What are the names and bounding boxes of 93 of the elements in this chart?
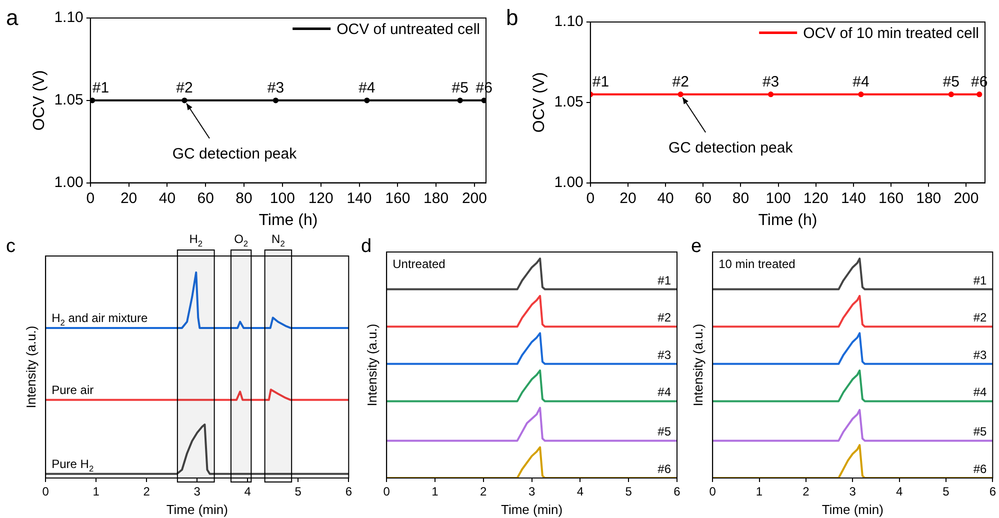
y-axis-title: Intensity (a.u.) bbox=[690, 324, 706, 406]
annotation: #5 bbox=[452, 79, 468, 96]
y-axis-title: OCV (V) bbox=[531, 72, 548, 133]
y-tick-label: 1.05 bbox=[554, 94, 584, 111]
y-axis-title: OCV (V) bbox=[31, 70, 48, 131]
x-tick-label: 200 bbox=[462, 190, 487, 207]
x-tick-label: 0 bbox=[709, 484, 716, 499]
x-tick-label: 120 bbox=[803, 190, 828, 207]
annotation: GC detection peak bbox=[668, 139, 794, 156]
series-label: #4 bbox=[658, 385, 672, 400]
y-axis-title: Intensity (a.u.) bbox=[364, 324, 380, 406]
x-tick-label: 160 bbox=[385, 190, 410, 207]
x-tick-label: 160 bbox=[878, 190, 904, 207]
x-tick-label: 2 bbox=[802, 484, 810, 499]
x-tick-label: 20 bbox=[620, 190, 636, 207]
x-axis-title: Time (h) bbox=[758, 212, 818, 229]
annotation: Untreated bbox=[392, 257, 446, 271]
legend-label: OCV of untreated cell bbox=[336, 21, 480, 38]
series-label: #6 bbox=[973, 462, 987, 476]
x-tick-label: 5 bbox=[942, 484, 950, 499]
x-tick-label: 6 bbox=[989, 484, 996, 499]
y-tick-label: 1.00 bbox=[54, 174, 84, 191]
annotation: #3 bbox=[267, 79, 284, 96]
series-label: #3 bbox=[973, 348, 987, 362]
x-tick-label: 4 bbox=[244, 484, 252, 499]
chart-title: d bbox=[361, 236, 372, 257]
x-tick-label: 120 bbox=[308, 190, 334, 207]
x-axis-title: Time (min) bbox=[500, 502, 563, 517]
x-tick-label: 1 bbox=[92, 484, 100, 499]
annotation: GC detection peak bbox=[172, 145, 298, 162]
chart-title: b bbox=[506, 5, 518, 30]
series-label: #5 bbox=[973, 424, 987, 439]
x-tick-label: 1 bbox=[432, 484, 439, 499]
x-tick-label: 140 bbox=[346, 190, 372, 207]
y-tick-label: 1.10 bbox=[554, 13, 584, 30]
series-label: #2 bbox=[973, 310, 987, 325]
series-label: #4 bbox=[973, 385, 987, 400]
annotation: #3 bbox=[762, 73, 780, 90]
x-tick-label: 2 bbox=[480, 484, 488, 499]
x-tick-label: 180 bbox=[916, 190, 942, 207]
x-tick-label: 180 bbox=[424, 190, 449, 207]
annotation: #4 bbox=[358, 79, 376, 96]
legend-label: OCV of 10 min treated cell bbox=[803, 25, 980, 42]
x-axis-title: Time (min) bbox=[822, 502, 884, 517]
y-tick-label: 1.05 bbox=[54, 92, 84, 109]
annotation: #4 bbox=[852, 73, 870, 90]
series-label: #1 bbox=[973, 273, 987, 288]
series-label: #3 bbox=[658, 348, 672, 362]
x-tick-label: 100 bbox=[270, 190, 295, 207]
chart-title: c bbox=[6, 236, 16, 257]
x-tick-label: 100 bbox=[766, 190, 791, 207]
y-tick-label: 1.10 bbox=[54, 9, 84, 26]
annotation: #1 bbox=[592, 73, 610, 90]
series-label: #6 bbox=[658, 462, 672, 476]
x-tick-label: 140 bbox=[840, 190, 866, 207]
x-tick-label: 0 bbox=[42, 484, 50, 499]
x-tick-label: 3 bbox=[849, 484, 856, 499]
x-tick-label: 80 bbox=[236, 190, 252, 207]
x-tick-label: 5 bbox=[625, 484, 632, 499]
annotation: #1 bbox=[92, 79, 110, 96]
x-tick-label: 1 bbox=[756, 484, 763, 499]
x-tick-label: 6 bbox=[345, 484, 352, 499]
chart-title: a bbox=[6, 5, 19, 30]
x-tick-label: 60 bbox=[197, 190, 214, 207]
x-tick-label: 20 bbox=[120, 190, 138, 207]
x-tick-label: 40 bbox=[158, 190, 176, 207]
x-tick-label: 200 bbox=[954, 190, 979, 207]
x-tick-label: 0 bbox=[86, 190, 95, 207]
series-label: Pure air bbox=[52, 382, 94, 397]
chart-title: e bbox=[691, 236, 702, 257]
y-tick-label: 1.00 bbox=[554, 174, 584, 191]
x-tick-label: 80 bbox=[732, 190, 750, 207]
x-tick-label: 5 bbox=[294, 484, 302, 499]
annotation: 10 min treated bbox=[718, 257, 796, 271]
x-tick-label: 4 bbox=[576, 484, 584, 499]
x-tick-label: 2 bbox=[143, 484, 150, 499]
x-tick-label: 0 bbox=[586, 190, 595, 207]
x-tick-label: 0 bbox=[383, 484, 390, 499]
x-tick-label: 6 bbox=[674, 484, 681, 499]
x-tick-label: 4 bbox=[896, 484, 903, 499]
x-tick-label: 40 bbox=[657, 190, 674, 207]
x-axis-title: Time (min) bbox=[166, 502, 228, 517]
x-tick-label: 60 bbox=[694, 190, 712, 207]
annotation: #5 bbox=[942, 73, 960, 90]
series-label: #1 bbox=[658, 273, 672, 288]
series-label: #2 bbox=[658, 310, 672, 325]
y-axis-title: Intensity (a.u.) bbox=[23, 326, 38, 408]
annotation: #2 bbox=[176, 79, 193, 96]
x-tick-label: 3 bbox=[194, 484, 201, 499]
series-label: #5 bbox=[658, 424, 672, 439]
x-axis-title: Time (h) bbox=[258, 212, 318, 229]
annotation: #2 bbox=[672, 73, 689, 90]
x-tick-label: 3 bbox=[528, 484, 536, 499]
